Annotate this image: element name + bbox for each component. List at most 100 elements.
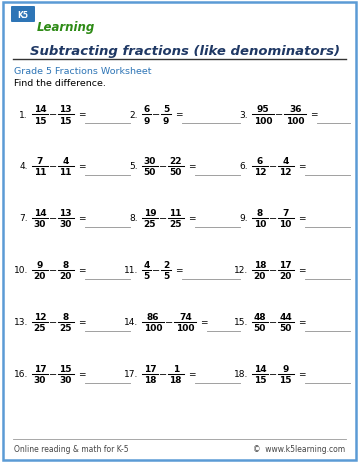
FancyBboxPatch shape (11, 7, 35, 23)
Text: =: = (78, 110, 85, 119)
Text: 20: 20 (60, 272, 72, 281)
Text: 9: 9 (283, 364, 289, 373)
Text: 25: 25 (144, 220, 156, 229)
Text: 15: 15 (60, 364, 72, 373)
Text: 4: 4 (62, 156, 69, 166)
Text: =: = (78, 369, 85, 379)
Text: 14: 14 (34, 208, 46, 218)
Text: 4.: 4. (19, 162, 28, 171)
Text: 100: 100 (254, 116, 272, 125)
Text: 11.: 11. (123, 266, 138, 275)
Text: Find the difference.: Find the difference. (14, 78, 106, 88)
Text: Subtracting fractions (like denominators): Subtracting fractions (like denominators… (30, 45, 340, 58)
Text: −: − (159, 213, 167, 224)
Text: 6: 6 (257, 156, 263, 166)
Text: 12: 12 (34, 313, 46, 321)
Text: 30: 30 (60, 375, 72, 385)
Text: 15: 15 (279, 375, 292, 385)
Text: 1: 1 (173, 364, 179, 373)
Text: 30: 30 (144, 156, 156, 166)
Text: 25: 25 (34, 324, 46, 333)
Text: 7.: 7. (19, 214, 28, 223)
Text: 6.: 6. (239, 162, 248, 171)
Text: =: = (175, 266, 182, 275)
Text: 7: 7 (37, 156, 43, 166)
Text: 100: 100 (286, 116, 304, 125)
Text: =: = (311, 110, 318, 119)
Text: =: = (188, 162, 195, 171)
Text: 13.: 13. (14, 318, 28, 327)
Text: 9: 9 (163, 116, 169, 125)
Text: 30: 30 (34, 375, 46, 385)
Text: 11: 11 (34, 168, 46, 177)
Text: 15.: 15. (234, 318, 248, 327)
Text: K5: K5 (18, 12, 28, 20)
Text: 14.: 14. (124, 318, 138, 327)
Text: 20: 20 (280, 272, 292, 281)
Text: 4: 4 (283, 156, 289, 166)
Text: −: − (269, 317, 277, 327)
Text: −: − (165, 317, 173, 327)
Text: 18.: 18. (234, 369, 248, 379)
Text: 5: 5 (163, 272, 169, 281)
Text: =: = (298, 214, 305, 223)
Text: =: = (298, 318, 305, 327)
Text: 11: 11 (169, 208, 182, 218)
Text: 9.: 9. (239, 214, 248, 223)
Text: 36: 36 (289, 105, 302, 114)
Text: −: − (269, 265, 277, 275)
Text: 11: 11 (60, 168, 72, 177)
Text: 19: 19 (144, 208, 156, 218)
Text: =: = (78, 318, 85, 327)
Text: 2.: 2. (130, 110, 138, 119)
Text: 10.: 10. (14, 266, 28, 275)
Text: 74: 74 (179, 313, 192, 321)
Text: 5: 5 (163, 105, 169, 114)
Text: =: = (188, 369, 195, 379)
Text: −: − (152, 265, 160, 275)
Text: 50: 50 (169, 168, 182, 177)
Text: 95: 95 (257, 105, 269, 114)
Text: 1.: 1. (19, 110, 28, 119)
Text: 4: 4 (144, 260, 150, 269)
Text: 15: 15 (60, 116, 72, 125)
Text: Online reading & math for K-5: Online reading & math for K-5 (14, 444, 129, 454)
Text: 2: 2 (163, 260, 169, 269)
Text: 17: 17 (279, 260, 292, 269)
Text: −: − (49, 317, 57, 327)
Text: 16.: 16. (14, 369, 28, 379)
Text: 30: 30 (60, 220, 72, 229)
Text: 25: 25 (60, 324, 72, 333)
Text: 22: 22 (169, 156, 182, 166)
Text: Learning: Learning (37, 21, 95, 34)
Text: 8: 8 (257, 208, 263, 218)
Text: 20: 20 (254, 272, 266, 281)
Text: 17: 17 (144, 364, 156, 373)
Text: 5.: 5. (129, 162, 138, 171)
Text: 5: 5 (144, 272, 150, 281)
Text: 25: 25 (169, 220, 182, 229)
Text: 3.: 3. (239, 110, 248, 119)
Text: =: = (200, 318, 208, 327)
Text: −: − (49, 369, 57, 379)
Text: =: = (298, 162, 305, 171)
Text: 15: 15 (254, 375, 266, 385)
Text: −: − (159, 369, 167, 379)
Text: =: = (78, 162, 85, 171)
Text: 12: 12 (279, 168, 292, 177)
Text: 10: 10 (280, 220, 292, 229)
Text: 8: 8 (62, 260, 69, 269)
Text: 18: 18 (169, 375, 182, 385)
Text: −: − (152, 110, 160, 120)
Text: 14: 14 (253, 364, 266, 373)
Text: 8.: 8. (129, 214, 138, 223)
Text: 44: 44 (279, 313, 292, 321)
Text: 9: 9 (144, 116, 150, 125)
Text: =: = (175, 110, 182, 119)
Text: =: = (298, 369, 305, 379)
Text: =: = (78, 266, 85, 275)
Text: 20: 20 (34, 272, 46, 281)
Text: 17: 17 (34, 364, 46, 373)
Text: −: − (49, 110, 57, 120)
Text: 100: 100 (144, 324, 162, 333)
